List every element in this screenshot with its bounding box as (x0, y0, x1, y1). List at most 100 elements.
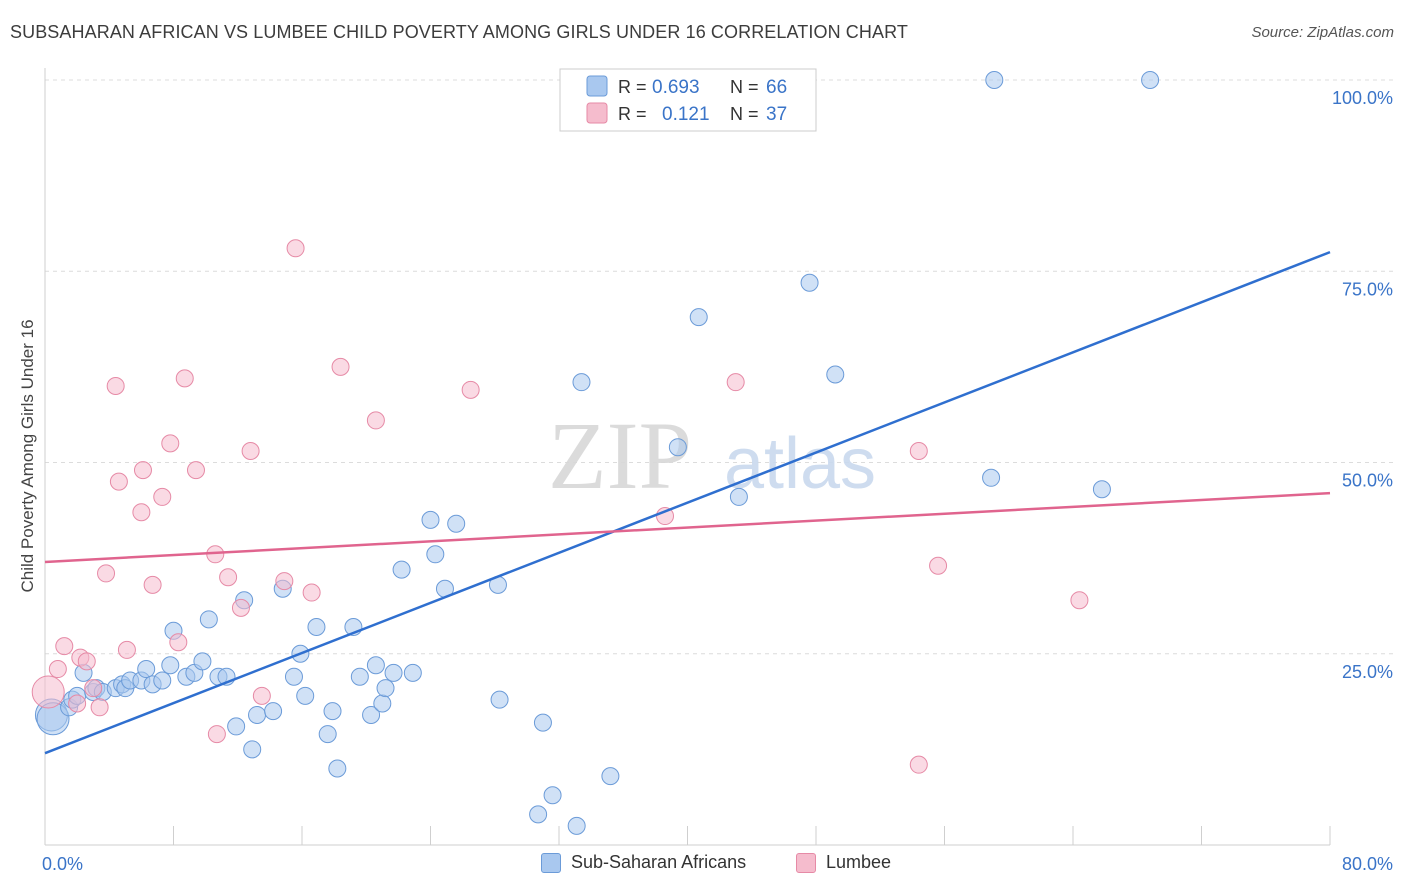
point-lumbee (77, 652, 96, 671)
point-subsaharan (668, 438, 687, 457)
point-lumbee (109, 472, 128, 491)
point-subsaharan (199, 610, 218, 629)
point-subsaharan (366, 656, 385, 675)
tick-labels: 25.0% 50.0% 75.0% 100.0% 0.0% 80.0% (42, 88, 1393, 874)
point-subsaharan (373, 694, 392, 713)
data-points (31, 71, 1160, 835)
point-lumbee (461, 380, 480, 399)
legend-label-subsaharan: Sub-Saharan Africans (571, 852, 747, 872)
watermark: ZIP atlas (548, 402, 876, 509)
point-subsaharan (362, 705, 381, 724)
point-subsaharan (296, 686, 315, 705)
trend-line-subsaharan (44, 250, 1331, 755)
point-subsaharan (689, 308, 708, 327)
point-subsaharan (161, 656, 180, 675)
point-lumbee (153, 487, 172, 506)
point-lumbee (1070, 591, 1089, 610)
point-lumbee (186, 461, 205, 480)
point-subsaharan (447, 514, 466, 533)
point-subsaharan (392, 560, 411, 579)
gridlines (45, 79, 1395, 655)
point-lumbee (68, 694, 87, 713)
point-subsaharan (193, 652, 212, 671)
point-subsaharan (328, 759, 347, 778)
point-subsaharan (403, 663, 422, 682)
point-subsaharan (284, 667, 303, 686)
point-lumbee (175, 369, 194, 388)
source-label: Source: ZipAtlas.com (1251, 24, 1394, 41)
point-lumbee (48, 660, 67, 679)
watermark-zip: ZIP (548, 402, 692, 509)
legend-n-label-2: N = (730, 104, 759, 124)
point-lumbee (84, 679, 103, 698)
point-subsaharan (137, 660, 156, 679)
point-subsaharan (264, 702, 283, 721)
legend-r-label-1: R = (618, 77, 647, 97)
legend-item-subsaharan: Sub-Saharan Africans (541, 852, 746, 873)
y-tick-label: 75.0% (1342, 279, 1393, 299)
point-lumbee (331, 357, 350, 376)
point-lumbee (161, 434, 180, 453)
point-subsaharan (985, 71, 1004, 89)
point-subsaharan (572, 373, 591, 392)
legend-swatch-blue (586, 75, 608, 97)
point-lumbee (117, 640, 136, 659)
y-tick-label: 100.0% (1332, 88, 1393, 108)
point-lumbee (143, 575, 162, 594)
point-lumbee (275, 572, 294, 591)
point-lumbee (106, 377, 125, 395)
point-lumbee (241, 442, 260, 461)
legend-n-value-1: 66 (766, 77, 787, 98)
point-lumbee (366, 411, 385, 430)
point-subsaharan (350, 667, 369, 686)
trend-line-lumbee (44, 491, 1331, 564)
point-lumbee (302, 583, 321, 602)
point-subsaharan (227, 717, 246, 736)
x-tick-label: 80.0% (1342, 854, 1393, 874)
legend-r-value-1: 0.693 (652, 77, 700, 98)
point-lumbee (207, 725, 226, 744)
point-subsaharan (376, 679, 395, 698)
point-subsaharan (421, 510, 440, 529)
point-lumbee (286, 239, 305, 258)
point-lumbee (929, 556, 948, 575)
point-subsaharan (800, 273, 819, 292)
point-subsaharan (1092, 480, 1111, 499)
legend-swatch-subsaharan (541, 852, 561, 873)
point-subsaharan (384, 663, 403, 682)
point-lumbee (55, 637, 74, 656)
point-subsaharan (426, 545, 445, 564)
legend-n-label-1: N = (730, 77, 759, 97)
point-subsaharan (729, 487, 748, 506)
point-subsaharan (533, 713, 552, 732)
trend-lines (44, 250, 1331, 755)
point-lumbee (909, 755, 928, 774)
point-subsaharan (982, 468, 1001, 487)
point-lumbee (90, 698, 109, 717)
point-lumbee (219, 568, 238, 587)
point-subsaharan (529, 805, 548, 824)
point-lumbee (31, 675, 65, 709)
point-lumbee (252, 686, 271, 705)
point-lumbee (169, 633, 188, 652)
legend-r-label-2: R = (618, 104, 647, 124)
point-lumbee (231, 598, 250, 617)
correlation-legend: R = 0.693 N = 66 R = 0.121 N = 37 (559, 68, 817, 132)
point-subsaharan (323, 702, 342, 721)
point-subsaharan (490, 690, 509, 709)
point-lumbee (132, 503, 151, 522)
point-lumbee (726, 373, 745, 392)
y-tick-label: 50.0% (1342, 471, 1393, 491)
point-subsaharan (153, 671, 172, 690)
point-subsaharan (318, 725, 337, 744)
point-subsaharan (567, 816, 586, 835)
legend-r-value-2: 0.121 (662, 104, 710, 125)
x-tick-label: 0.0% (42, 854, 83, 874)
y-tick-label: 25.0% (1342, 662, 1393, 682)
point-subsaharan (307, 617, 326, 636)
point-lumbee (909, 442, 928, 461)
point-lumbee (97, 564, 116, 583)
point-lumbee (133, 461, 152, 480)
legend-label-lumbee: Lumbee (826, 852, 892, 872)
